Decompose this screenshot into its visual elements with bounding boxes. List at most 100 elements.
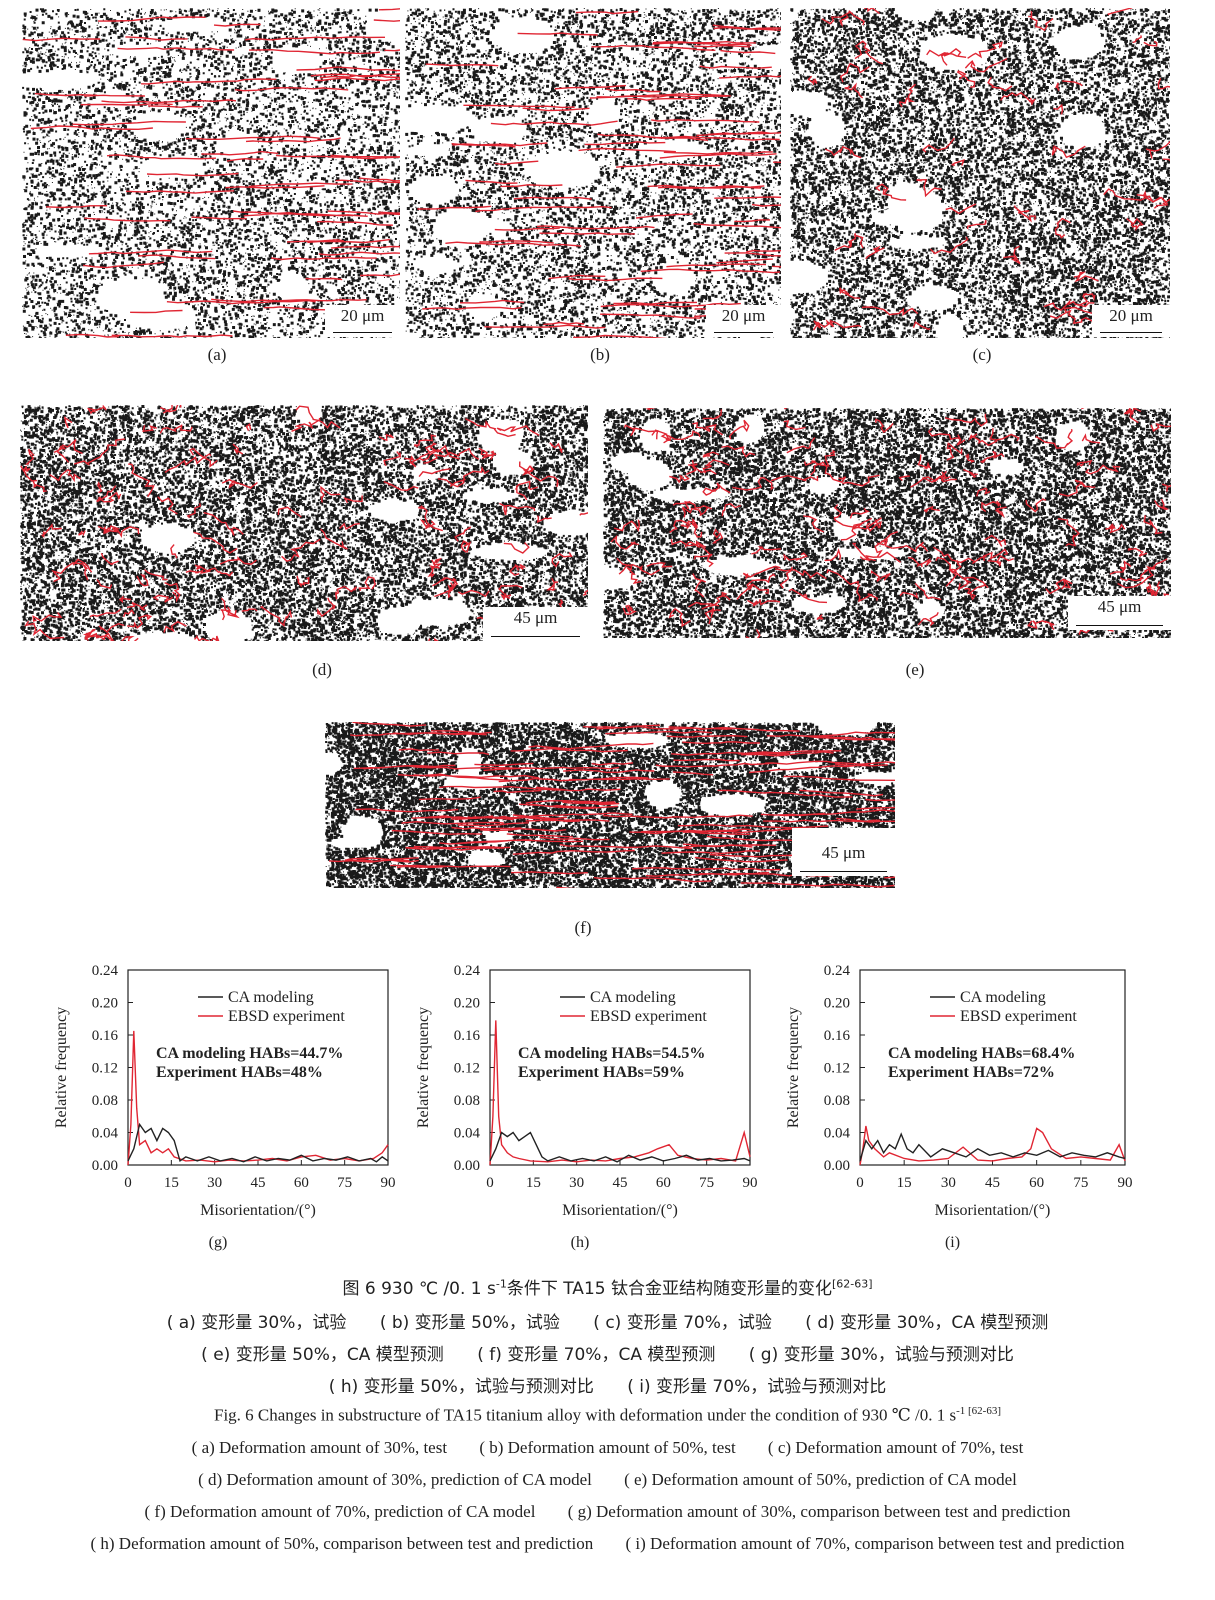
y-tick-label: 0.08 [824,1093,850,1109]
x-axis-label: Misorientation/(°) [200,1202,316,1219]
panel-label-d: (d) [292,660,352,680]
caption-cn-line-1: ( a) 变形量 30%，试验 ( b) 变形量 50%，试验 ( c) 变形量… [0,1308,1215,1333]
y-tick-label: 0.16 [92,1028,119,1044]
panel-label-b: (b) [570,345,630,365]
microstructure-texture [405,8,781,338]
y-tick-label: 0.00 [454,1158,480,1174]
y-tick-label: 0.16 [824,1028,851,1044]
caption-en-line-1: ( a) Deformation amount of 30%, test ( b… [0,1438,1215,1458]
habs-annotation: CA modeling HABs=54.5% [518,1045,705,1062]
habs-annotation: Experiment HABs=59% [518,1064,685,1081]
x-axis-label: Misorientation/(°) [562,1202,678,1219]
chart-h: 0 15 30 45 60 75 90 0.00 0.04 0.08 0.12 0.16 0.20 0.2… [410,962,765,1262]
caption-en-line-4: ( h) Deformation amount of 50%, comparis… [0,1534,1215,1554]
x-tick-label: 0 [124,1175,132,1191]
legend-label: EBSD experiment [228,1008,345,1025]
legend-label: CA modeling [228,989,314,1006]
y-tick-label: 0.24 [824,963,851,979]
y-tick-label: 0.12 [454,1061,480,1077]
panel-label-f: (f) [553,918,613,938]
x-tick-label: 0 [856,1175,864,1191]
x-axis-label: Misorientation/(°) [935,1202,1051,1219]
panel-label-a: (a) [187,345,247,365]
scale-bar-b: 20 μm [706,305,781,337]
y-tick-label: 0.20 [454,996,480,1012]
misorientation-chart-svg: 0 15 30 45 60 75 90 0.00 0.04 0.08 0.12 0.16 0.20 0.2… [48,962,403,1262]
y-tick-label: 0.04 [454,1126,481,1142]
x-tick-label: 45 [613,1175,628,1191]
series-ca-modeling-line [128,1124,388,1161]
x-tick-label: 0 [486,1175,494,1191]
y-tick-label: 0.20 [92,996,118,1012]
scale-bar-e: 45 μm [1068,596,1171,630]
x-tick-label: 75 [699,1175,714,1191]
series-ebsd-experiment-line [860,1126,1125,1165]
y-tick-label: 0.24 [454,963,481,979]
x-tick-label: 75 [1073,1175,1088,1191]
y-tick-label: 0.12 [824,1061,850,1077]
caption-cn-title: 图 6 930 ℃ /0. 1 s-1条件下 TA15 钛合金亚结构随变形量的变… [0,1274,1215,1299]
x-tick-label: 15 [526,1175,541,1191]
y-tick-label: 0.00 [824,1158,850,1174]
microstructure-texture [20,405,588,641]
x-tick-label: 75 [337,1175,352,1191]
x-tick-label: 15 [164,1175,179,1191]
scale-bar-f: 45 μm [792,828,895,876]
caption-en-line-2: ( d) Deformation amount of 30%, predicti… [0,1470,1215,1490]
x-tick-label: 30 [569,1175,584,1191]
habs-annotation: CA modeling HABs=68.4% [888,1045,1075,1062]
x-tick-label: 15 [897,1175,912,1191]
habs-annotation: Experiment HABs=48% [156,1064,323,1081]
chart-g: 0 15 30 45 60 75 90 0.00 0.04 0.08 0.12 0.16 0.20 0.2… [48,962,403,1262]
panel-label-e: (e) [885,660,945,680]
legend-label: CA modeling [960,989,1046,1006]
panel-label: (h) [571,1234,590,1251]
y-axis-label: Relative frequency [785,1007,802,1128]
microstructure-texture [22,8,400,338]
x-tick-label: 90 [1118,1175,1133,1191]
y-axis-label: Relative frequency [53,1007,70,1128]
panel-label: (i) [945,1234,960,1251]
series-ebsd-experiment-line [490,1020,750,1165]
micrograph-a [22,8,400,338]
y-tick-label: 0.16 [454,1028,481,1044]
series-ca-modeling-line [490,1133,750,1162]
caption-en-line-3: ( f) Deformation amount of 70%, predicti… [0,1502,1215,1522]
scale-bar-c: 20 μm [1092,305,1170,337]
micrograph-b [405,8,781,338]
panel-label: (g) [209,1234,228,1251]
y-axis-label: Relative frequency [415,1007,432,1128]
x-tick-label: 60 [656,1175,671,1191]
y-tick-label: 0.24 [92,963,119,979]
y-tick-label: 0.20 [824,996,850,1012]
scale-bar-a: 20 μm [325,305,400,337]
x-tick-label: 90 [743,1175,758,1191]
chart-i: 0 15 30 45 60 75 90 0.00 0.04 0.08 0.12 0.16 0.20 0.2… [780,962,1140,1262]
habs-annotation: CA modeling HABs=44.7% [156,1045,343,1062]
legend-label: EBSD experiment [960,1008,1077,1025]
micrograph-d [20,405,588,641]
y-tick-label: 0.00 [92,1158,118,1174]
habs-annotation: Experiment HABs=72% [888,1064,1055,1081]
caption-cn-line-3: ( h) 变形量 50%，试验与预测对比 ( i) 变形量 70%，试验与预测对… [0,1372,1215,1397]
panel-label-c: (c) [952,345,1012,365]
y-tick-label: 0.04 [824,1126,851,1142]
x-tick-label: 30 [941,1175,956,1191]
y-tick-label: 0.12 [92,1061,118,1077]
micrograph-c [790,8,1170,338]
x-tick-label: 60 [1029,1175,1044,1191]
microstructure-texture [790,8,1170,338]
x-tick-label: 90 [381,1175,396,1191]
y-tick-label: 0.04 [92,1126,119,1142]
x-tick-label: 60 [294,1175,309,1191]
y-tick-label: 0.08 [92,1093,118,1109]
x-tick-label: 45 [985,1175,1000,1191]
caption-cn-line-2: ( e) 变形量 50%，CA 模型预测 ( f) 变形量 70%，CA 模型预… [0,1340,1215,1365]
x-tick-label: 30 [207,1175,222,1191]
caption-en-title: Fig. 6 Changes in substructure of TA15 t… [0,1405,1215,1426]
y-tick-label: 0.08 [454,1093,480,1109]
x-tick-label: 45 [251,1175,266,1191]
scale-bar-d: 45 μm [483,607,588,641]
legend-label: CA modeling [590,989,676,1006]
misorientation-chart-svg: 0 15 30 45 60 75 90 0.00 0.04 0.08 0.12 0.16 0.20 0.2… [780,962,1140,1262]
